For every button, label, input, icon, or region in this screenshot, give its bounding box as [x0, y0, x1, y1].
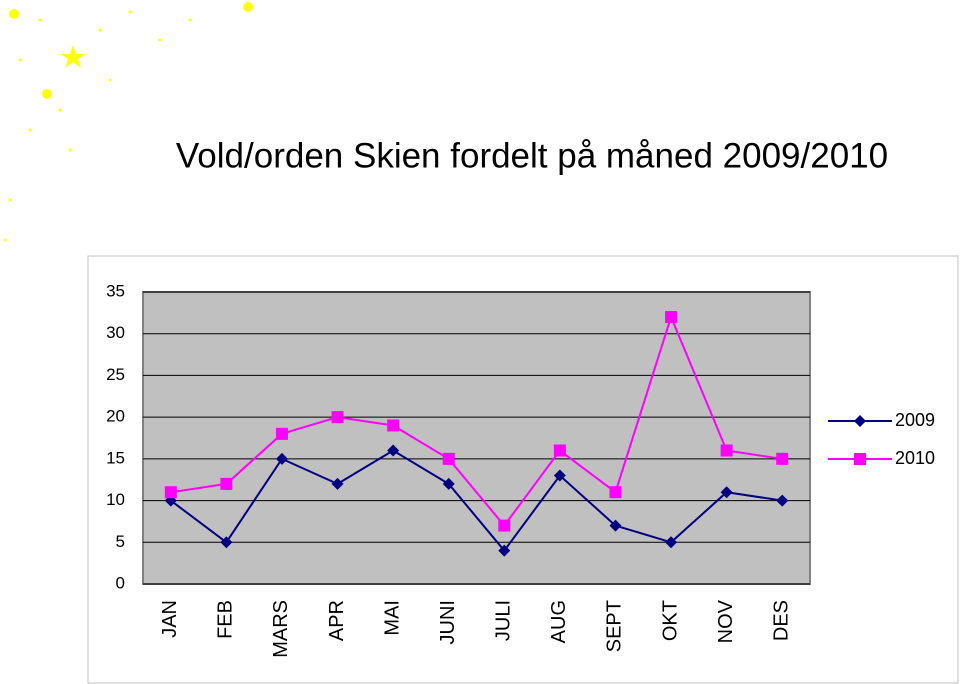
marker	[220, 536, 233, 549]
x-tick-label: JULI	[493, 600, 515, 641]
y-tick-label: 35	[106, 281, 125, 300]
y-tick-label: 25	[106, 365, 125, 384]
marker	[275, 427, 288, 440]
marker	[854, 453, 866, 465]
marker	[665, 536, 678, 549]
marker	[776, 494, 789, 507]
legend-label: 2010	[895, 448, 935, 468]
marker	[387, 444, 400, 457]
marker	[720, 444, 733, 457]
x-tick-label: DES	[770, 600, 792, 641]
marker	[220, 477, 233, 490]
x-tick-label: MAI	[381, 600, 403, 636]
y-tick-label: 0	[116, 573, 125, 592]
x-tick-label: APR	[326, 600, 348, 641]
marker	[442, 477, 455, 490]
y-tick-label: 5	[116, 532, 125, 551]
marker	[498, 544, 511, 557]
plot-area	[142, 291, 811, 585]
x-tick-label: SEPT	[604, 600, 626, 652]
marker	[498, 519, 511, 532]
marker	[331, 411, 344, 424]
marker	[609, 519, 622, 532]
y-tick-label: 15	[106, 448, 125, 467]
y-tick-label: 10	[106, 490, 125, 509]
series-line	[170, 449, 783, 553]
x-tick-label: FEB	[215, 600, 237, 639]
marker	[275, 452, 288, 465]
x-tick-label: OKT	[659, 600, 681, 641]
marker	[331, 477, 344, 490]
x-tick-label: JAN	[159, 600, 181, 638]
marker	[553, 469, 566, 482]
chart-frame	[87, 255, 959, 684]
marker	[720, 486, 733, 499]
marker	[387, 419, 400, 432]
decoration	[3, 2, 253, 242]
marker	[854, 415, 866, 427]
x-tick-label: NOV	[715, 599, 737, 643]
y-tick-label: 20	[106, 407, 125, 426]
legend-label: 2009	[895, 410, 935, 430]
marker	[776, 452, 789, 465]
y-tick-label: 30	[106, 323, 125, 342]
x-tick-label: MARS	[270, 600, 292, 658]
marker	[164, 486, 177, 499]
chart-title: Vold/orden Skien fordelt på måned 2009/2…	[176, 136, 888, 175]
marker	[609, 486, 622, 499]
marker	[442, 452, 455, 465]
series-line	[170, 314, 783, 528]
marker	[553, 444, 566, 457]
marker	[665, 311, 678, 324]
x-tick-label: JUNI	[437, 600, 459, 644]
x-tick-label: AUG	[548, 600, 570, 643]
